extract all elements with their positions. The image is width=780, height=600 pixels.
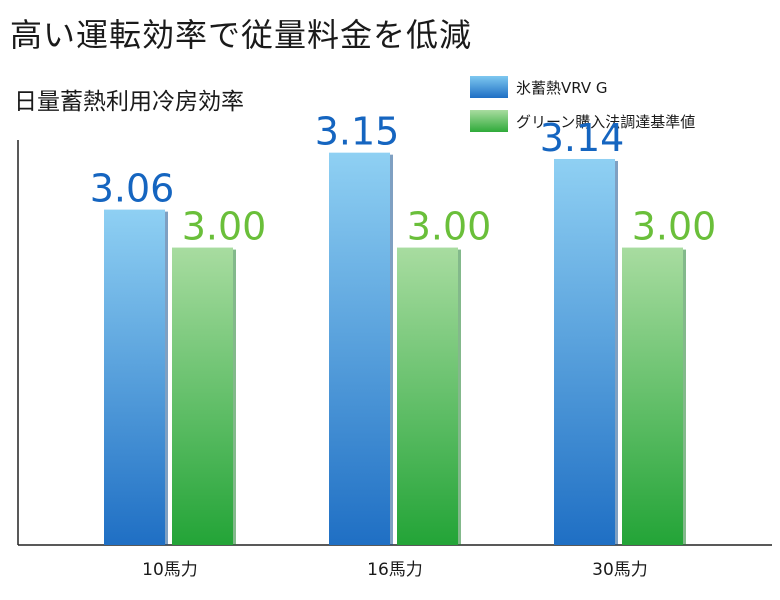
chart-subtitle: 日量蓄熱利用冷房効率 <box>14 89 244 115</box>
bar-blue-2 <box>329 152 390 545</box>
x-tick-label-1: 10馬力 <box>142 560 198 580</box>
bar-blue-1 <box>104 209 165 545</box>
legend-item-series-2: グリーン購入法調達基準値 <box>470 106 695 136</box>
legend-label-series-2: グリーン購入法調達基準値 <box>516 112 696 131</box>
data-label-blue-2: 3.15 <box>315 110 400 154</box>
x-tick-label-3: 30馬力 <box>592 560 648 580</box>
bar-shade-blue-1 <box>164 211 168 545</box>
data-label-green-3: 3.00 <box>632 205 717 249</box>
bar-green-3 <box>622 247 683 545</box>
bar-shade-blue-2 <box>389 154 393 545</box>
x-tick-label-2: 16馬力 <box>367 560 423 580</box>
legend-item-series-1: 氷蓄熱VRV G <box>470 72 695 102</box>
chart-title: 高い運転効率で従量料金を低減 <box>10 16 473 54</box>
legend-swatch-blue <box>470 76 508 98</box>
bar-shade-green-2 <box>457 249 461 545</box>
legend: 氷蓄熱VRV G グリーン購入法調達基準値 <box>470 72 695 140</box>
bar-shade-green-1 <box>232 249 236 545</box>
bar-shade-green-3 <box>682 249 686 545</box>
bar-green-1 <box>172 247 233 545</box>
bar-blue-3 <box>554 158 615 545</box>
legend-swatch-green <box>470 110 508 132</box>
bar-green-2 <box>397 247 458 545</box>
data-label-green-2: 3.00 <box>407 205 492 249</box>
legend-label-series-1: 氷蓄熱VRV G <box>516 78 608 97</box>
data-label-blue-3: 3.14 <box>540 116 625 160</box>
data-label-blue-1: 3.06 <box>90 167 175 211</box>
bar-shade-blue-3 <box>614 160 618 545</box>
data-label-green-1: 3.00 <box>182 205 267 249</box>
